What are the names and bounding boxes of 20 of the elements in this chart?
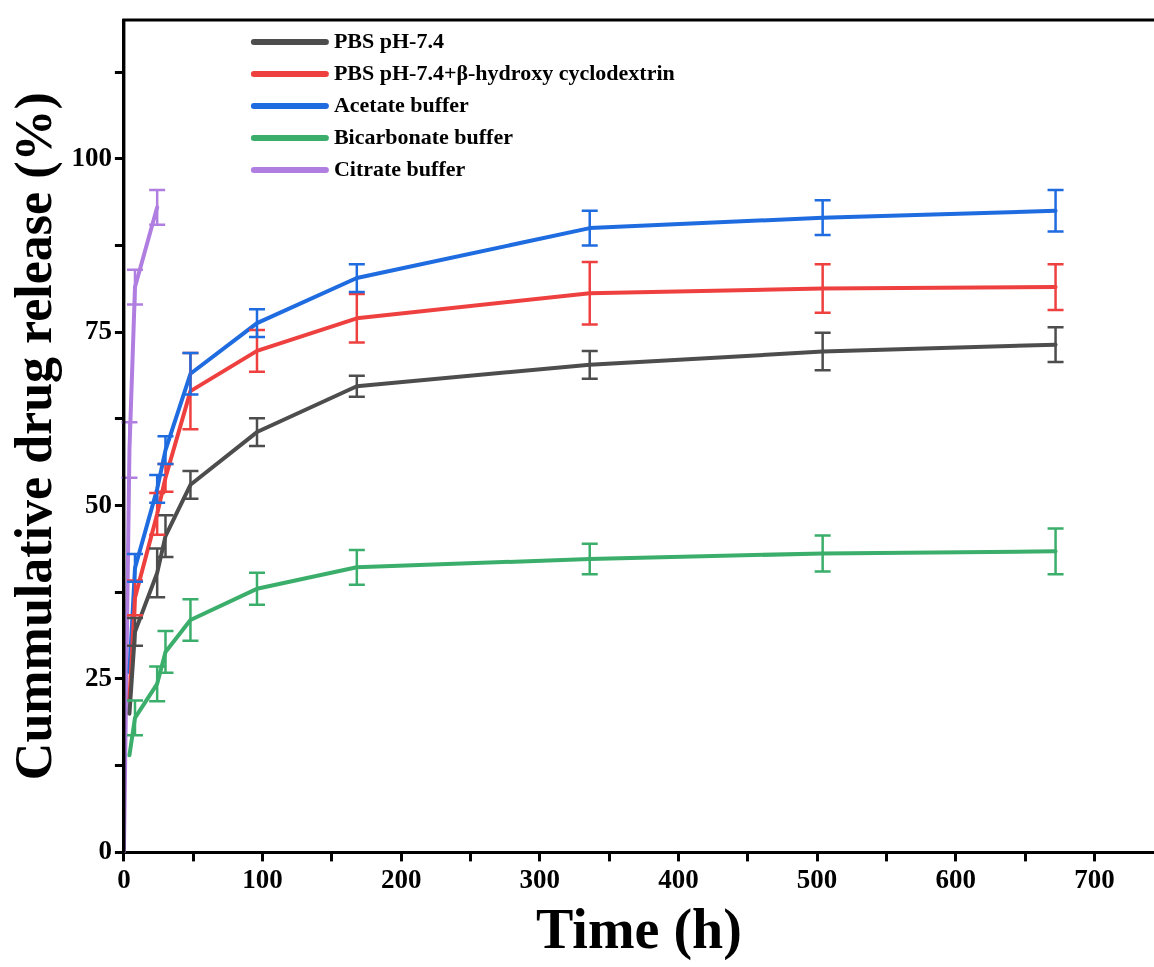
x-tick-label: 700 bbox=[1074, 863, 1115, 894]
x-tick-label: 100 bbox=[242, 863, 283, 894]
x-tick-label: 200 bbox=[380, 863, 422, 894]
y-tick-label: 25 bbox=[84, 661, 112, 692]
x-axis-title: Time (h) bbox=[536, 897, 742, 961]
y-tick-label: 0 bbox=[98, 835, 112, 866]
y-tick-label: 100 bbox=[71, 141, 112, 172]
y-tick-label: 50 bbox=[84, 488, 112, 519]
x-tick-label: 300 bbox=[519, 863, 561, 894]
legend-label: Citrate buffer bbox=[333, 155, 466, 181]
y-axis-title: Cummulative drug release (%) bbox=[4, 92, 63, 781]
y-tick-label: 75 bbox=[84, 315, 112, 346]
legend-label: Bicarbonate buffer bbox=[333, 123, 514, 149]
legend-label: PBS pH-7.4+β-hydroxy cyclodextrin bbox=[333, 59, 675, 85]
legend-label: PBS pH-7.4 bbox=[333, 27, 444, 53]
x-tick-label: 400 bbox=[658, 863, 699, 894]
x-tick-label: 600 bbox=[935, 863, 976, 894]
x-tick-label: 0 bbox=[117, 863, 131, 894]
x-tick-label: 500 bbox=[796, 863, 838, 894]
legend-label: Acetate buffer bbox=[333, 91, 470, 117]
